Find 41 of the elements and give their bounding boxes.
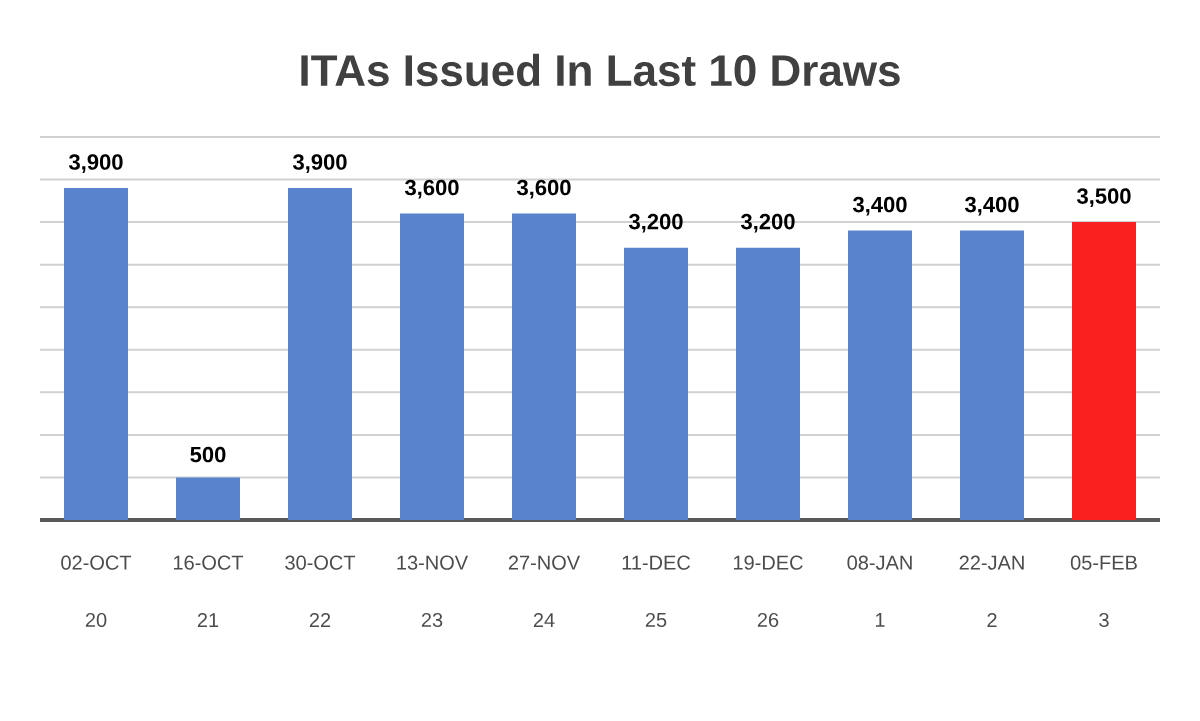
text: 3 <box>1099 612 1109 628</box>
text: 23 <box>421 612 443 628</box>
bar <box>848 230 912 520</box>
bar <box>624 247 689 520</box>
data-label: 500 <box>190 446 226 463</box>
bar <box>736 247 800 520</box>
bar <box>288 188 352 520</box>
data-label: 3,600 <box>516 179 571 199</box>
bar <box>400 213 465 520</box>
chart-title: ITAs Issued In Last 10 Draws <box>301 53 900 87</box>
bar <box>176 477 240 520</box>
data-label: 3,600 <box>404 179 459 199</box>
x-tick-label: 22-JAN <box>959 555 1024 570</box>
text: 22 <box>309 613 331 627</box>
text: 1 <box>875 613 885 627</box>
data-label: 3,900 <box>292 154 347 173</box>
x-tick-label: 02-OCT <box>61 555 132 570</box>
text: 25 <box>645 612 667 628</box>
text: 24 <box>533 613 555 627</box>
x-tick-label: 19-DEC <box>733 555 803 570</box>
data-label: 3,200 <box>740 213 795 233</box>
x-tick-label: 05-FEB <box>1070 555 1137 570</box>
bar <box>960 230 1024 520</box>
data-label: 3,400 <box>852 196 907 216</box>
bar <box>1072 222 1136 520</box>
x-tick-label: 11-DEC <box>622 555 691 570</box>
x-tick-label: 27-NOV <box>508 555 581 570</box>
bar <box>512 213 576 520</box>
x-tick-label: 30-OCT <box>285 555 356 570</box>
data-label: 3,200 <box>628 213 683 233</box>
x-tick-label: 13-NOV <box>397 555 469 570</box>
bar <box>64 188 129 520</box>
text: 21 <box>197 613 219 627</box>
x-tick-label: 08-JAN <box>847 555 912 570</box>
text: 20 <box>85 612 107 628</box>
text: 26 <box>757 612 779 628</box>
data-label: 3,500 <box>1076 188 1131 208</box>
data-label: 3,400 <box>964 196 1019 216</box>
x-tick-label: 16-OCT <box>173 555 244 570</box>
text: 2 <box>987 613 997 627</box>
data-label: 3,900 <box>68 154 123 173</box>
